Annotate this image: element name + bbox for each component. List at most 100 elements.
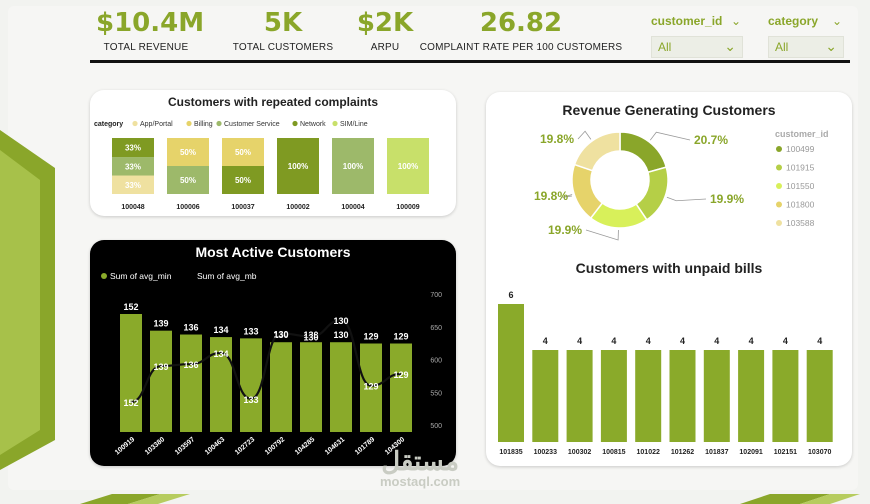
legend-marker xyxy=(776,201,782,208)
y2-tick-label: 700 xyxy=(430,292,442,299)
bar xyxy=(669,350,696,442)
kpi-label: TOTAL CUSTOMERS xyxy=(232,42,334,53)
data-label: 19.8% xyxy=(540,132,574,146)
data-label: 133 xyxy=(243,326,258,336)
slicer-category[interactable]: category ⌄ All ⌄ xyxy=(768,14,844,60)
line-data-label: 152 xyxy=(123,398,138,408)
category-label: 100002 xyxy=(286,204,309,211)
line-data-label: 130 xyxy=(333,316,348,326)
legend-item: Billing xyxy=(194,121,213,128)
bar xyxy=(566,350,593,442)
card-repeated-complaints: Customers with repeated complaints categ… xyxy=(90,90,456,216)
category-label: 104285 xyxy=(294,436,316,456)
chevron-down-icon[interactable]: ⌄ xyxy=(724,38,736,54)
kpi-total-customers: 5K TOTAL CUSTOMERS xyxy=(228,8,338,54)
data-label: 50% xyxy=(235,176,251,185)
watermark-arabic: مستقل xyxy=(381,446,459,476)
data-label: 130 xyxy=(273,330,288,340)
chart-title: Revenue Generating Customers xyxy=(562,102,776,118)
data-label: 20.7% xyxy=(694,133,728,147)
bar xyxy=(635,350,662,442)
chevron-down-icon[interactable]: ⌄ xyxy=(731,14,742,28)
legend-item: App/Portal xyxy=(140,121,173,128)
chevron-down-icon[interactable]: ⌄ xyxy=(825,38,837,54)
leader-line xyxy=(585,229,619,241)
bar xyxy=(772,350,799,442)
kpi-value: 5K xyxy=(263,8,303,38)
legend-marker xyxy=(132,120,138,127)
legend-item: 101800 xyxy=(786,200,815,210)
category-label: 100792 xyxy=(264,436,286,456)
kpi-label: TOTAL REVENUE xyxy=(103,42,189,53)
category-label: 100233 xyxy=(534,449,557,456)
category-label: 101789 xyxy=(354,436,376,456)
line-data-label: 129 xyxy=(363,382,378,392)
kpi-total-revenue: $10.4M TOTAL REVENUE xyxy=(96,8,205,54)
bar xyxy=(240,338,262,432)
chevron-down-icon[interactable]: ⌄ xyxy=(832,14,843,28)
data-label: 50% xyxy=(180,148,196,157)
data-label: 50% xyxy=(180,176,196,185)
category-label: 100463 xyxy=(204,436,226,456)
category-label: 101835 xyxy=(499,449,522,456)
legend-item: Sum of avg_min xyxy=(110,271,172,281)
data-label: 33% xyxy=(125,181,141,190)
category-label: 100302 xyxy=(568,449,591,456)
slicer-title: category xyxy=(768,14,819,28)
bar xyxy=(270,342,292,432)
data-label: 134 xyxy=(213,325,228,335)
data-label: 130 xyxy=(333,330,348,340)
bar xyxy=(120,314,142,432)
pie-slice xyxy=(571,163,604,220)
data-label: 4 xyxy=(611,336,616,346)
slicer-title: customer_id xyxy=(651,14,723,28)
chart-title: Customers with repeated complaints xyxy=(167,95,379,109)
kpi-value: $10.4M xyxy=(96,8,205,38)
category-label: 100037 xyxy=(231,204,254,211)
data-label: 100% xyxy=(398,162,418,171)
legend-item: Network xyxy=(300,121,326,128)
data-label: 4 xyxy=(714,336,719,346)
data-label: 100% xyxy=(288,162,308,171)
category-label: 101837 xyxy=(705,449,728,456)
category-label: 103070 xyxy=(808,449,831,456)
data-label: 6 xyxy=(508,290,513,300)
kpi-divider xyxy=(90,60,850,63)
bar xyxy=(390,343,412,432)
pie-slice xyxy=(619,131,668,174)
y2-tick-label: 500 xyxy=(430,423,442,430)
legend-marker xyxy=(776,146,782,152)
watermark-logo: مستقل mostaql.com xyxy=(380,448,460,489)
data-label: 4 xyxy=(680,336,685,346)
category-label: 101022 xyxy=(637,449,660,456)
bar-segment xyxy=(332,138,374,194)
category-label: 102151 xyxy=(774,449,797,456)
category-label: 103597 xyxy=(174,436,196,456)
line-data-label: 134 xyxy=(213,349,228,359)
data-label: 4 xyxy=(749,336,754,346)
data-label: 50% xyxy=(235,148,251,157)
legend-item: 101915 xyxy=(786,163,815,173)
chart-repeated-complaints: category App/Portal Billing Customer Servic… xyxy=(94,120,429,211)
leader-line xyxy=(562,194,573,198)
category-label: 100048 xyxy=(121,204,144,211)
slicer-dropdown[interactable]: All ⌄ xyxy=(651,36,743,58)
legend-title: customer_id xyxy=(775,129,829,139)
slicer-customer-id[interactable]: customer_id ⌄ All ⌄ xyxy=(651,14,743,60)
legend-marker xyxy=(292,120,298,127)
bar-segment xyxy=(167,166,209,194)
data-label: 139 xyxy=(153,319,168,329)
category-label: 104631 xyxy=(324,436,346,456)
category-label: 100815 xyxy=(602,449,625,456)
data-label: 130 xyxy=(303,330,318,340)
leader-line xyxy=(649,131,691,141)
kpi-complaint-rate: 26.82 COMPLAINT RATE PER 100 CUSTOMERS xyxy=(418,8,624,54)
slicer-dropdown[interactable]: All ⌄ xyxy=(768,36,844,58)
card-most-active: Most Active Customers Sum of avg_min Sum … xyxy=(90,240,456,466)
bar-segment xyxy=(277,138,319,194)
legend-marker xyxy=(776,183,782,189)
data-label: 152 xyxy=(123,302,138,312)
legend-item: 100499 xyxy=(786,144,815,154)
slicer-value: All xyxy=(775,40,789,54)
